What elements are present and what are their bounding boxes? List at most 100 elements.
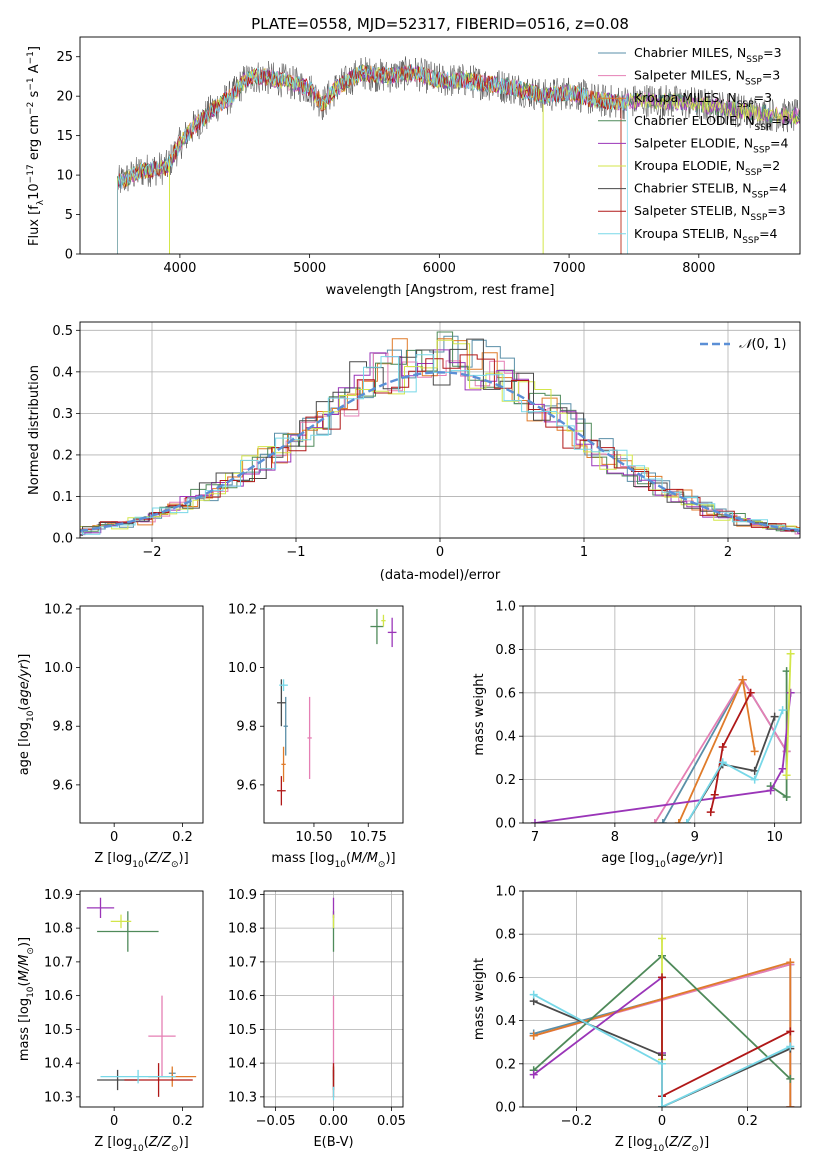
label-part: )] — [385, 851, 395, 866]
label-part: ( — [666, 851, 671, 866]
plus-marker — [710, 790, 719, 799]
x-axis-label: E(B-V) — [313, 1135, 353, 1150]
plus-marker — [738, 675, 747, 684]
x-tick-label: 0.2 — [172, 830, 193, 845]
plus-marker — [770, 712, 779, 721]
y-tick-label: 0.3 — [52, 407, 73, 422]
label-part: SSP — [745, 78, 762, 88]
label-part: )] — [17, 937, 32, 947]
y-axis-label: age [log10(age/yr)] — [17, 654, 36, 776]
x-tick-label: 0.05 — [377, 1114, 406, 1129]
x-tick-label: 10.50 — [295, 830, 332, 845]
y-axis-label: Flux [fλ10−17 erg cm−2 s−1 A−1] — [26, 46, 46, 246]
spectrum-kroupa-stelib — [117, 65, 628, 254]
y-tick-label: 10.7 — [44, 955, 73, 970]
histograms — [80, 331, 800, 536]
label-part: Kroupa MILES, N — [634, 90, 737, 105]
label-part: Z/Z — [668, 1135, 692, 1150]
y-tick-label: 0.0 — [52, 532, 73, 547]
y-tick-label: 25 — [56, 50, 73, 65]
label-part: Kroupa STELIB, N — [634, 226, 742, 241]
x-axis-label: Z [log10(Z/Z⊙)] — [94, 1135, 188, 1154]
y-tick-label: 10.5 — [44, 1023, 73, 1038]
plus-marker — [786, 1074, 795, 1083]
label-part: ( — [144, 1135, 149, 1150]
plus-marker — [782, 771, 791, 780]
label-part: 10 — [653, 1144, 665, 1154]
label-part: age/yr — [671, 851, 714, 866]
y-tick-label: 0.6 — [495, 971, 516, 986]
axes-frame — [79, 890, 204, 1108]
label-part: Chabrier MILES, N — [634, 45, 746, 60]
plus-marker — [529, 1031, 538, 1040]
x-tick-label: −1 — [286, 545, 305, 560]
label-part: 10 — [27, 183, 42, 200]
x-tick-label: 8 — [611, 830, 619, 845]
y-tick-label: 9.8 — [236, 720, 257, 735]
label-part: )] — [699, 1135, 709, 1150]
x-tick-label: −0.05 — [256, 1114, 296, 1129]
label-part: Z/Z — [148, 1135, 172, 1150]
label-part: ( — [17, 706, 32, 711]
y-tick-label: 9.6 — [236, 778, 257, 793]
label-part: Z [log — [94, 1135, 132, 1150]
x-axis-label: age [log10(age/yr)] — [601, 851, 723, 870]
legend-label: 𝒩(0, 1) — [739, 337, 786, 352]
y-tick-label: 0.4 — [52, 365, 73, 380]
plus-marker — [778, 706, 787, 715]
axes-frame — [79, 321, 801, 539]
x-tick-label: −2 — [142, 545, 161, 560]
x-axis-label: Z [log10(Z/Z⊙)] — [94, 851, 188, 870]
label-part: =3 — [754, 90, 772, 105]
label-part: =3 — [767, 203, 785, 218]
label-part: =4 — [759, 226, 777, 241]
y-tick-label: 10.6 — [44, 989, 73, 1004]
plus-marker — [706, 808, 715, 817]
x-tick-label: 8000 — [682, 261, 715, 276]
x-tick-label: 4000 — [163, 261, 196, 276]
x-tick-label: 10.75 — [350, 830, 387, 845]
spectrum-kroupa-elodie — [117, 64, 800, 254]
plus-marker — [718, 758, 727, 767]
label-part: =3 — [771, 113, 789, 128]
y-tick-label: 0.6 — [495, 686, 516, 701]
y-tick-label: 0.5 — [52, 324, 73, 339]
x-tick-label: 0 — [436, 545, 444, 560]
label-part: 10 — [132, 1144, 144, 1154]
y-tick-label: 20 — [56, 90, 73, 105]
legend-label: Kroupa MILES, NSSP=3 — [634, 90, 772, 110]
plus-marker — [786, 688, 795, 697]
x-tick-label: 0 — [658, 1114, 666, 1129]
label-part: =2 — [762, 158, 780, 173]
plus-marker — [674, 819, 683, 823]
x-tick-label: 0 — [110, 1114, 118, 1129]
weight-line — [662, 678, 788, 823]
x-axis-label: mass [log10(M/M⊙)] — [271, 851, 395, 870]
label-part: Salpeter MILES, N — [634, 68, 745, 83]
label-part: 10 — [335, 860, 347, 870]
label-part: )] — [179, 1135, 189, 1150]
y-axis-label: mass [log10(M/M⊙)] — [17, 937, 36, 1061]
y-tick-label: 0.0 — [495, 1101, 516, 1116]
label-part: λ — [36, 199, 46, 205]
x-tick-label: 1 — [580, 545, 588, 560]
spectrum-salpeter-stelib — [117, 64, 622, 254]
axes-frame — [263, 890, 404, 1108]
y-tick-label: 10.8 — [44, 922, 73, 937]
label-part: M/M — [351, 851, 378, 866]
y-axis-label: mass weight — [472, 673, 487, 755]
y-tick-label: 10.2 — [44, 602, 73, 617]
legend-label: Kroupa ELODIE, NSSP=2 — [634, 158, 780, 178]
weight-lines — [529, 934, 795, 1107]
label-part: −2 — [26, 102, 36, 115]
normal-curve — [80, 371, 800, 532]
axes-frame — [522, 890, 802, 1108]
y-tick-label: 10.9 — [44, 888, 73, 903]
error-bars — [87, 615, 196, 820]
label-part: 10 — [132, 860, 144, 870]
legend-label: Kroupa STELIB, NSSP=4 — [634, 226, 778, 246]
label-part: ] — [27, 46, 42, 51]
x-tick-label: 0.2 — [737, 1114, 758, 1129]
label-part: −17 — [26, 164, 36, 183]
y-axis-label: Normed distribution — [27, 365, 42, 495]
